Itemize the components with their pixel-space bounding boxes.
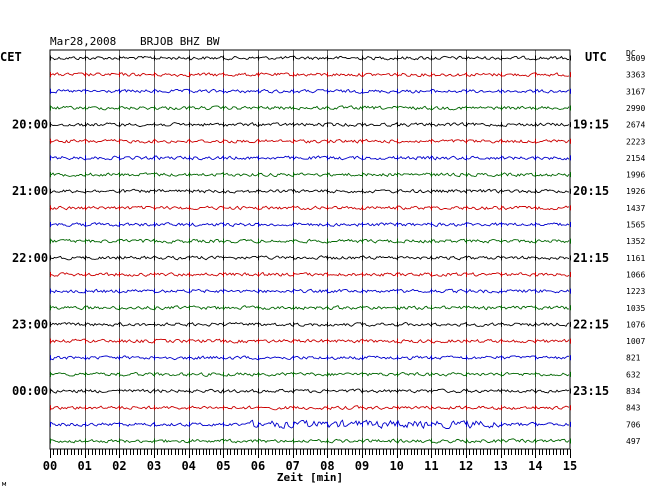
- right-time-label: 19:15: [573, 118, 609, 132]
- right-timezone-label: UTC: [585, 50, 607, 64]
- right-time-label: 23:15: [573, 384, 609, 398]
- left-time-label: 23:00: [12, 317, 48, 331]
- trace-line: [49, 255, 570, 261]
- x-tick-label: 13: [493, 459, 507, 473]
- dc-offset-label: 706: [626, 420, 641, 429]
- x-tick-label: 11: [424, 459, 438, 473]
- trace-line: [49, 355, 570, 361]
- x-tick-label: 08: [320, 459, 334, 473]
- dc-offset-label: 1996: [626, 171, 645, 180]
- left-time-label: 21:00: [12, 184, 48, 198]
- x-tick-label: 09: [355, 459, 369, 473]
- header-station: BRJOB BHZ BW: [140, 35, 220, 48]
- x-tick-label: 05: [216, 459, 230, 473]
- dc-offset-label: 2223: [626, 137, 645, 146]
- left-time-label: 20:00: [12, 118, 48, 132]
- dc-offset-label: 2154: [626, 154, 645, 163]
- trace-line: [49, 55, 570, 61]
- dc-offset-label: 821: [626, 354, 641, 363]
- trace-line: [49, 388, 570, 394]
- dc-offset-label: 1076: [626, 320, 645, 329]
- dc-offset-label: 2990: [626, 104, 645, 113]
- plot-frame: [49, 49, 571, 450]
- labels-layer: 3609 3363 3167 2990 2674 2223 2154 1996 1926 1437…: [12, 54, 645, 446]
- dc-offset-label: 843: [626, 404, 641, 413]
- grid-layer: [49, 49, 571, 450]
- dc-offset-label: 1161: [626, 254, 645, 263]
- trace-line: [49, 155, 570, 161]
- right-time-label: 20:15: [573, 184, 609, 198]
- x-tick-label: 00: [43, 459, 57, 473]
- dc-offset-label: 1352: [626, 237, 645, 246]
- x-axis: 00 01 02 03 04 05 06 07 08 09 10 11 12 13 14 15: [43, 449, 577, 473]
- trace-line: [49, 238, 570, 244]
- trace-line: [49, 138, 570, 144]
- dc-offset-label: 1223: [626, 287, 645, 296]
- trace-line: [49, 72, 570, 78]
- trace-line: [49, 338, 570, 344]
- traces-layer: [49, 55, 571, 444]
- x-tick-label: 01: [77, 459, 91, 473]
- trace-line: [49, 419, 569, 430]
- x-tick-label: 06: [251, 459, 265, 473]
- left-timezone-label: CET: [0, 50, 22, 64]
- header-date: Mar28,2008: [50, 35, 116, 48]
- trace-line: [49, 288, 570, 294]
- corner-mark: м: [2, 480, 7, 488]
- x-tick-label: 12: [459, 459, 473, 473]
- x-axis-title: Zeit [min]: [277, 471, 343, 484]
- trace-line: [49, 188, 570, 194]
- dc-offset-label: 834: [626, 387, 641, 396]
- left-time-label: 22:00: [12, 251, 48, 265]
- dc-offset-label: 632: [626, 370, 641, 379]
- dc-header-label: DC: [626, 49, 636, 58]
- dc-offset-label: 1066: [626, 270, 645, 279]
- x-tick-label: 10: [389, 459, 403, 473]
- trace-line: [49, 88, 570, 94]
- x-tick-label: 04: [181, 459, 195, 473]
- x-tick-label: 15: [563, 459, 577, 473]
- dc-offset-label: 1565: [626, 221, 645, 230]
- trace-line: [49, 222, 570, 228]
- trace-line: [49, 305, 570, 311]
- dc-offset-label: 3609: [626, 54, 645, 63]
- trace-line: [49, 405, 570, 411]
- right-time-label: 21:15: [573, 251, 609, 265]
- x-tick-label: 03: [147, 459, 161, 473]
- right-time-label: 22:15: [573, 317, 609, 331]
- dc-offset-label: 3363: [626, 71, 645, 80]
- left-time-label: 00:00: [12, 384, 48, 398]
- trace-line: [49, 371, 570, 377]
- trace-line: [49, 271, 570, 277]
- trace-line: [49, 172, 570, 178]
- dc-offset-label: 1035: [626, 304, 645, 313]
- x-tick-label: 02: [112, 459, 126, 473]
- dc-offset-label: 1007: [626, 337, 645, 346]
- dc-offset-label: 1437: [626, 204, 645, 213]
- dc-offset-label: 497: [626, 437, 641, 446]
- x-tick-label: 14: [528, 459, 542, 473]
- dc-offset-label: 3167: [626, 87, 645, 96]
- x-tick-label: 07: [285, 459, 299, 473]
- trace-line: [49, 205, 570, 211]
- trace-line: [49, 122, 570, 128]
- trace-line: [50, 105, 570, 111]
- trace-line: [49, 322, 570, 327]
- dc-offset-label: 2674: [626, 121, 645, 130]
- trace-line: [49, 438, 570, 444]
- dc-offset-label: 1926: [626, 187, 645, 196]
